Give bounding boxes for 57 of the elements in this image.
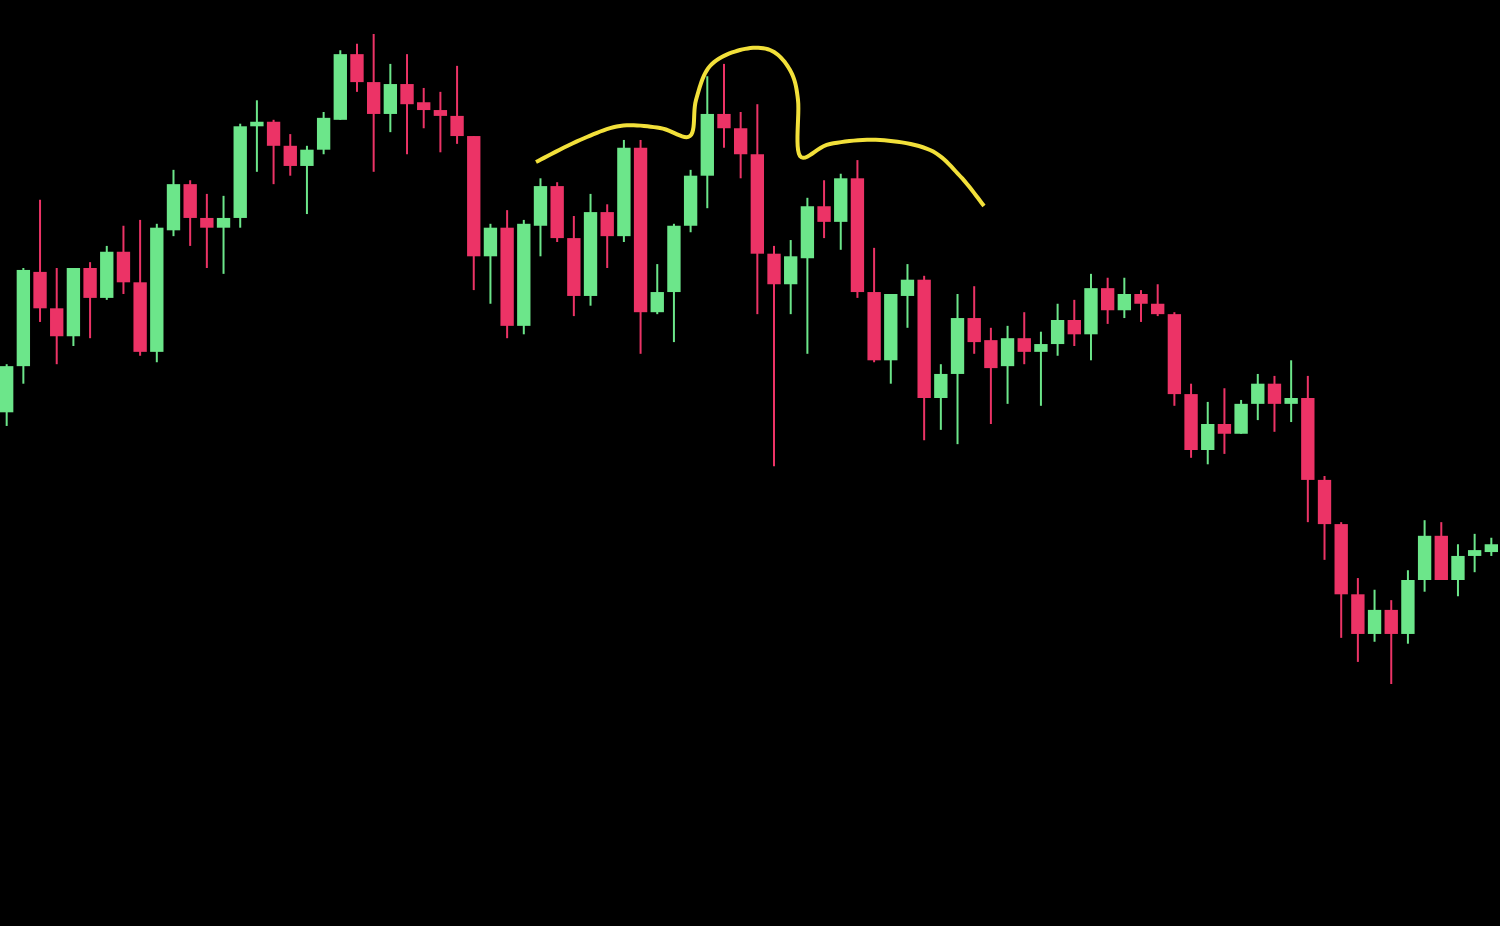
candlestick	[650, 263, 664, 316]
candlestick	[1384, 599, 1398, 685]
candlestick	[1117, 276, 1132, 320]
candlestick	[1484, 536, 1498, 557]
candlestick	[1284, 359, 1298, 424]
candlestick	[183, 179, 197, 247]
candlestick	[433, 90, 448, 154]
candlestick	[1201, 400, 1215, 466]
candlestick	[1100, 276, 1115, 325]
candlestick	[533, 177, 548, 258]
candlestick	[1251, 372, 1265, 422]
candlestick	[1317, 475, 1332, 561]
candlestick	[1234, 398, 1248, 435]
candlestick	[200, 192, 214, 269]
candlestick	[1017, 311, 1031, 366]
candlestick	[1434, 521, 1448, 581]
candlestick	[934, 363, 948, 431]
candlestick	[1467, 532, 1482, 574]
candlestick	[817, 179, 831, 240]
candlestick	[1367, 588, 1382, 643]
candlestick	[266, 118, 281, 186]
candlestick	[733, 111, 748, 180]
candlestick	[1000, 324, 1015, 405]
candlestick	[600, 203, 614, 269]
candlestick	[1417, 519, 1432, 593]
candlestick	[834, 172, 848, 251]
candlestick	[300, 144, 314, 216]
candlestick	[283, 133, 297, 177]
candlestick	[717, 62, 731, 149]
candlestick	[116, 224, 131, 295]
candlestick	[250, 99, 264, 173]
candlestick	[50, 267, 64, 366]
candlestick	[1067, 298, 1081, 347]
candlestick	[900, 263, 915, 329]
candlestick	[1351, 577, 1365, 663]
candlestick	[166, 168, 181, 238]
candlestick	[0, 363, 14, 427]
candlestick	[33, 198, 47, 323]
candlestick	[1151, 283, 1165, 318]
candlestick	[767, 244, 781, 468]
candlestick	[1034, 330, 1048, 407]
candlestick	[83, 261, 97, 340]
candlestick	[366, 33, 381, 173]
candlestick	[1267, 374, 1282, 433]
candlestick	[483, 222, 498, 305]
candlestick	[450, 64, 464, 145]
candlestick	[100, 244, 114, 301]
candlestick	[1451, 543, 1465, 598]
candlestick	[350, 42, 364, 93]
candlestick	[784, 239, 798, 316]
candlestick	[1134, 289, 1148, 323]
candlestick	[1050, 302, 1065, 357]
candlestick	[1084, 272, 1098, 362]
candlestick	[1217, 387, 1232, 455]
candlestick	[316, 111, 331, 156]
candlestick	[383, 62, 398, 134]
candlestick	[216, 194, 231, 275]
